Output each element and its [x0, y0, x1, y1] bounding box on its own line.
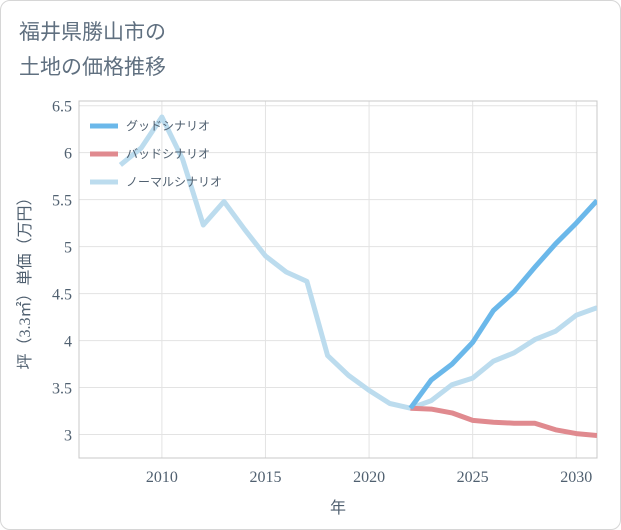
chart-title-line-1: 福井県勝山市の — [19, 20, 166, 44]
series-line-0 — [408, 198, 597, 410]
x-tick-label: 2015 — [249, 469, 281, 486]
y-axis-ticks: 3 3.5 4 4.5 5 5.5 6 6.5 — [52, 99, 72, 445]
x-axis-title: 年 — [330, 499, 346, 517]
series-layer — [118, 114, 597, 438]
x-tick-label: 2020 — [353, 469, 385, 486]
y-tick-label: 6.5 — [52, 99, 72, 116]
chart-title-line-2: 土地の価格推移 — [19, 55, 166, 79]
plot-area-frame — [78, 100, 598, 459]
y-tick-label: 4.5 — [52, 287, 72, 304]
y-axis-title: 坪（3.3㎡）単価（万円） — [16, 189, 34, 369]
y-tick-label: 3.5 — [52, 381, 72, 398]
grid-lines — [79, 101, 597, 458]
y-tick-label: 5.5 — [52, 193, 72, 210]
series-line-1 — [410, 405, 597, 438]
x-tick-label: 2030 — [560, 469, 592, 486]
y-tick-label: 4 — [64, 334, 72, 351]
chart-title: 福井県勝山市の 土地の価格推移 — [19, 15, 166, 85]
legend-label-1: バッドシナリオ — [126, 147, 210, 161]
series-line-2 — [118, 114, 597, 411]
x-tick-label: 2010 — [146, 469, 178, 486]
y-tick-label: 5 — [64, 240, 72, 257]
x-axis-ticks: 2010 2015 2020 2025 2030 — [146, 469, 592, 486]
y-tick-label: 6 — [64, 146, 72, 163]
x-tick-label: 2025 — [457, 469, 489, 486]
y-tick-label: 3 — [64, 428, 72, 445]
legend-label-0: グッドシナリオ — [126, 119, 210, 133]
legend-label-2: ノーマルシナリオ — [126, 175, 222, 189]
